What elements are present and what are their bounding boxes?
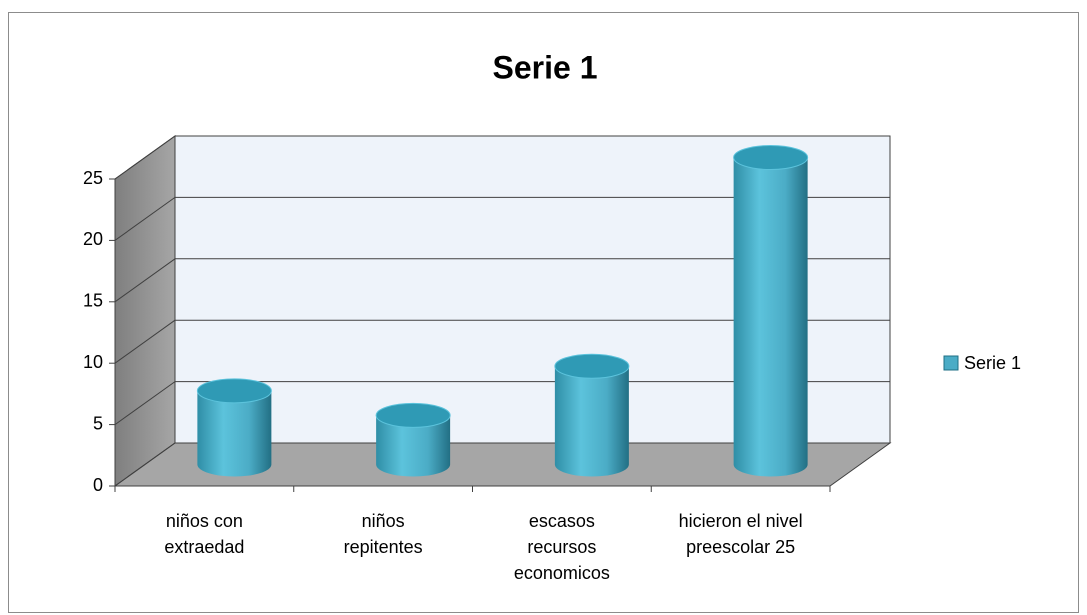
chart-title: Serie 1 [493, 49, 598, 85]
y-tick-label: 25 [83, 168, 103, 188]
legend-swatch [943, 355, 959, 371]
bar [376, 415, 451, 477]
bar-top [196, 378, 272, 404]
y-tick-label: 20 [83, 229, 103, 249]
y-tick-label: 15 [83, 291, 103, 311]
x-tick-label: niños repitentes [343, 511, 423, 557]
x-tick-label: escasos recursos economicos [513, 511, 610, 583]
bar-top [375, 402, 451, 428]
bar [197, 390, 272, 477]
side-wall [114, 135, 176, 487]
x-tick-label: hicieron el nivel preescolar 25 [678, 511, 803, 557]
legend-label: Serie 1 [964, 353, 1021, 373]
side-grid-line [114, 196, 176, 241]
side-grid-line [114, 381, 176, 426]
side-grid-line [114, 442, 176, 487]
side-grid-line [114, 258, 176, 303]
bar-top [554, 353, 630, 379]
x-tick-label: niños con extraedad [164, 511, 245, 557]
side-grid-line [114, 135, 176, 180]
y-tick-label: 0 [93, 475, 103, 495]
bar-top [733, 145, 809, 170]
side-grid-line [114, 319, 176, 364]
bar [554, 366, 629, 477]
y-tick-label: 5 [93, 413, 103, 433]
bar [733, 157, 808, 477]
y-tick-label: 10 [83, 352, 103, 372]
